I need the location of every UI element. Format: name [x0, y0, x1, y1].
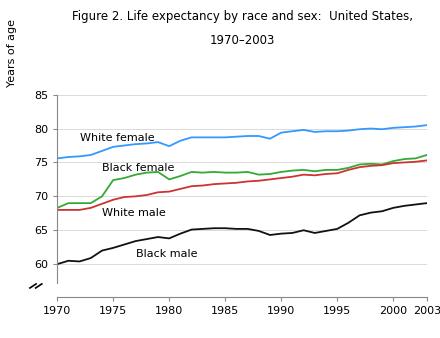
Text: Black female: Black female — [102, 163, 174, 173]
Text: Black male: Black male — [136, 248, 197, 259]
Text: 1970–2003: 1970–2003 — [209, 34, 275, 47]
Text: White male: White male — [102, 208, 166, 218]
Text: Figure 2. Life expectancy by race and sex:  United States,: Figure 2. Life expectancy by race and se… — [72, 10, 413, 23]
Text: White female: White female — [80, 134, 154, 143]
Y-axis label: Years of age: Years of age — [7, 19, 17, 87]
